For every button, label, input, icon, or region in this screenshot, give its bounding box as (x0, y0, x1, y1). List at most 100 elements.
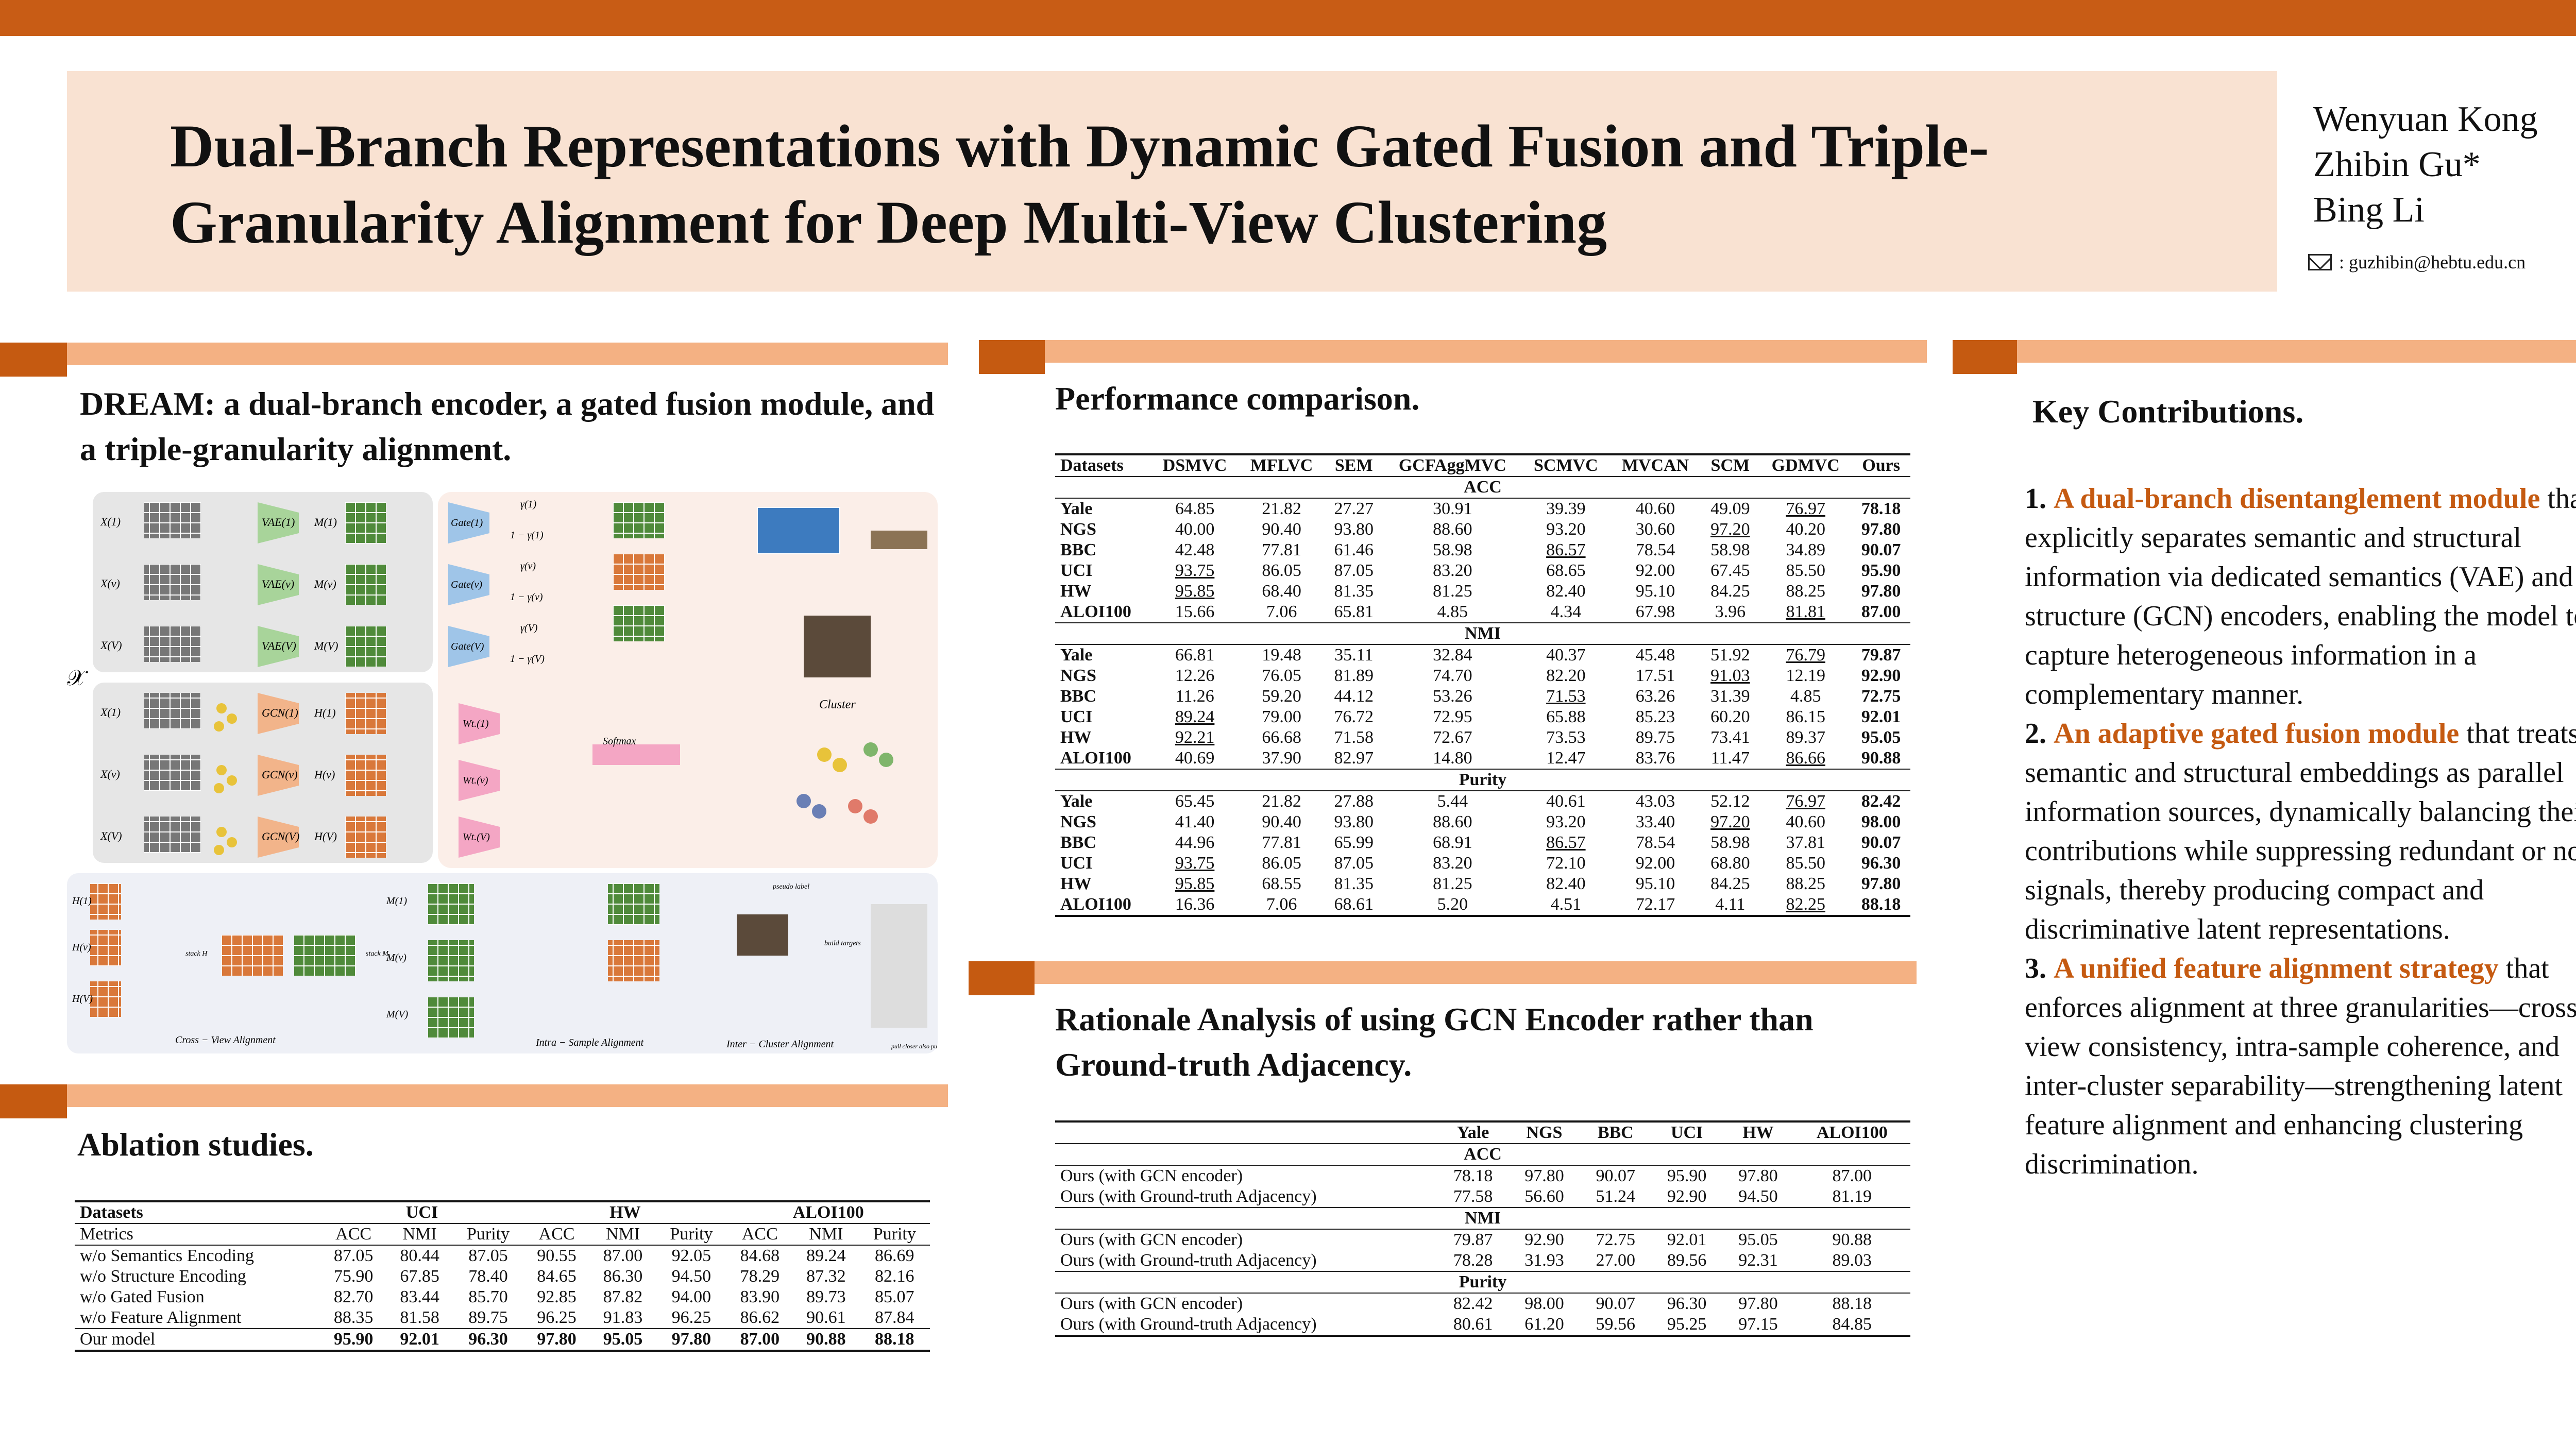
framework-figure: 𝒳 X(1) X(v) X(V) X(1) X(v) X(V) VAE(1) V… (67, 492, 938, 1053)
value-cell: 92.01 (1667, 1230, 1707, 1249)
row-label: w/o Gated Fusion (80, 1287, 205, 1306)
value-cell: 87.00 (1861, 602, 1901, 621)
dataset-symbol: 𝒳 (67, 667, 88, 690)
value-cell: 90.07 (1596, 1294, 1636, 1313)
value-cell: 95.05 (1861, 728, 1901, 747)
metric-cell: ACC (335, 1225, 372, 1244)
value-cell: 59.20 (1262, 687, 1301, 706)
row-label: UCI (1060, 561, 1093, 580)
method-heading: DREAM: a dual-branch encoder, a gated fu… (80, 385, 935, 467)
table-row: Yale 65.45 21.82 27.88 5.44 40.61 43.03 52.12 76… (1055, 791, 1910, 812)
value-cell: 96.30 (1667, 1294, 1707, 1313)
table-row: ALOI100 40.69 37.90 82.97 14.80 12.47 83.76 11.… (1055, 748, 1910, 769)
value-cell: 67.85 (400, 1267, 439, 1286)
value-cell: 65.81 (1334, 602, 1374, 621)
value-cell: 97.80 (656, 1329, 727, 1352)
row-label: UCI (1060, 854, 1093, 873)
value-cell: 82.25 (1759, 894, 1852, 917)
row-label: NGS (1060, 812, 1096, 831)
value-cell: 88.25 (1786, 582, 1825, 601)
value-cell: 80.44 (400, 1246, 439, 1265)
value-cell: 4.51 (1522, 894, 1610, 917)
svg-text:Gate(1): Gate(1) (451, 517, 483, 529)
value-cell: 87.82 (603, 1287, 643, 1306)
table-row: w/o Structure Encoding 75.90 67.85 78.40 84.… (75, 1266, 930, 1287)
table-row: UCI 93.75 86.05 87.05 83.20 72.10 92.00 68.80 85… (1055, 853, 1910, 874)
col-header: GDMVC (1759, 453, 1852, 477)
value-cell: 84.85 (1793, 1314, 1910, 1337)
table-row: Our model 95.90 92.01 96.30 97.80 95.05 97.80 8… (75, 1329, 930, 1352)
section-bar (2017, 340, 2576, 363)
value-cell: 51.24 (1596, 1187, 1636, 1206)
table-row: BBC 42.48 77.81 61.46 58.98 86.57 78.54 58.98 34… (1055, 540, 1910, 560)
value-cell: 92.21 (1175, 728, 1215, 747)
svg-text:Gate(v): Gate(v) (451, 579, 482, 590)
row-label: w/o Feature Alignment (80, 1308, 242, 1327)
value-cell: 67.45 (1710, 561, 1750, 580)
value-cell: 88.60 (1433, 812, 1472, 831)
row-label: w/o Structure Encoding (80, 1267, 246, 1286)
value-cell: 88.18 (1852, 894, 1910, 917)
value-cell: 73.53 (1546, 728, 1586, 747)
value-cell: 66.68 (1262, 728, 1301, 747)
contributions-heading: Key Contributions. (2032, 393, 2304, 430)
value-cell: 81.35 (1334, 874, 1374, 893)
author: Bing Li (2313, 190, 2425, 230)
value-cell: 76.97 (1786, 499, 1825, 518)
value-cell: 83.20 (1433, 561, 1472, 580)
table-row: Ours (with GCN encoder) 78.18 97.80 90.07 95… (1055, 1165, 1910, 1186)
value-cell: 53.26 (1433, 687, 1472, 706)
value-cell: 12.47 (1546, 749, 1586, 768)
value-cell: 78.18 (1861, 499, 1901, 518)
value-cell: 84.25 (1710, 874, 1750, 893)
row-label: Ours (with GCN encoder) (1060, 1294, 1243, 1313)
svg-text:M(V): M(V) (314, 639, 338, 652)
value-cell: 30.60 (1635, 520, 1675, 539)
value-cell: 82.97 (1334, 749, 1374, 768)
value-cell: 95.10 (1635, 874, 1675, 893)
table-row: w/o Semantics Encoding 87.05 80.44 87.05 90.… (75, 1245, 930, 1266)
metric-group: NMI (1055, 1207, 1910, 1230)
value-cell: 95.90 (320, 1329, 387, 1352)
mail-icon (2308, 254, 2332, 270)
value-cell: 5.44 (1437, 792, 1468, 811)
top-accent-bar (0, 0, 2576, 36)
value-cell: 27.27 (1334, 499, 1374, 518)
value-cell: 60.20 (1710, 707, 1750, 726)
col-header: HW (1722, 1120, 1794, 1144)
value-cell: 92.05 (671, 1246, 711, 1265)
section-bar (1035, 961, 1917, 984)
table-row: HW 95.85 68.40 81.35 81.25 82.40 95.10 84.25 88.… (1055, 581, 1910, 602)
value-cell: 81.35 (1334, 582, 1374, 601)
value-cell: 77.81 (1262, 540, 1301, 559)
col-header: NGS (1509, 1120, 1580, 1144)
svg-text:Cross − View Alignment: Cross − View Alignment (175, 1034, 276, 1046)
section-bar (67, 1084, 948, 1107)
contribution-item: 1. A dual-branch disentanglement module … (2025, 483, 2576, 710)
author: Zhibin Gu* (2313, 145, 2481, 184)
email-text: : guzhibin@hebtu.edu.cn (2339, 252, 2526, 273)
value-cell: 40.61 (1546, 792, 1586, 811)
performance-heading: Performance comparison. (1055, 380, 1420, 417)
value-cell: 97.20 (1710, 520, 1750, 539)
value-cell: 95.85 (1175, 582, 1215, 601)
svg-text:1 − γ(V): 1 − γ(V) (510, 653, 545, 665)
rationale-heading: Rationale Analysis of using GCN Encoder … (1055, 1001, 1814, 1083)
value-cell: 33.40 (1635, 812, 1675, 831)
vae-encoder (258, 564, 299, 605)
table-row: BBC 11.26 59.20 44.12 53.26 71.53 63.26 31.39 4.… (1055, 686, 1910, 707)
value-cell: 85.70 (468, 1287, 508, 1306)
svg-text:Wt.(v): Wt.(v) (463, 775, 488, 786)
value-cell: 95.05 (589, 1329, 656, 1352)
value-cell: 92.00 (1635, 561, 1675, 580)
value-cell: 68.61 (1324, 894, 1383, 917)
svg-text:Inter − Cluster Alignment: Inter − Cluster Alignment (726, 1039, 834, 1050)
col-header: UCI (320, 1200, 524, 1224)
row-label: Our model (75, 1329, 320, 1352)
row-label: Yale (1060, 645, 1093, 665)
svg-text:H(v): H(v) (72, 942, 91, 953)
value-cell: 76.05 (1262, 666, 1301, 685)
gcn-encoder (258, 817, 299, 858)
value-cell: 82.42 (1453, 1294, 1493, 1313)
table-row: UCI 89.24 79.00 76.72 72.95 65.88 85.23 60.20 86… (1055, 707, 1910, 727)
